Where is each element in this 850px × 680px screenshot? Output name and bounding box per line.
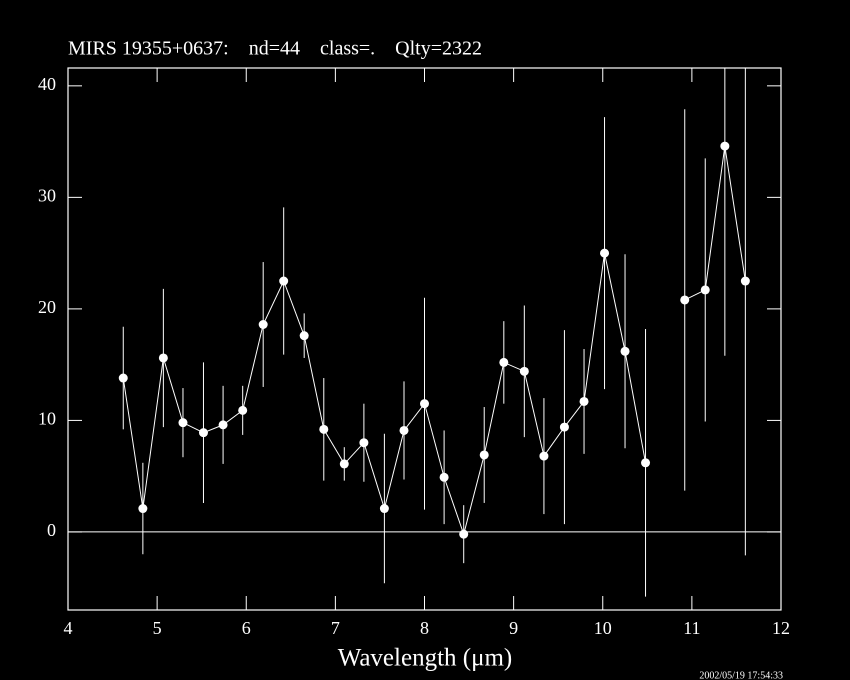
- data-point: [519, 366, 529, 376]
- y-tick-label: 10: [38, 409, 56, 429]
- data-point: [439, 472, 449, 482]
- data-point: [620, 346, 630, 356]
- data-point: [238, 405, 248, 415]
- data-point: [579, 396, 589, 406]
- data-point: [118, 373, 128, 383]
- data-point: [459, 529, 469, 539]
- x-tick-label: 5: [153, 618, 162, 638]
- chart-title: MIRS 19355+0637: nd=44 class=. Qlty=2322: [68, 38, 482, 60]
- x-tick-label: 7: [331, 618, 340, 638]
- x-tick-label: 11: [683, 618, 700, 638]
- data-point: [359, 438, 369, 448]
- data-point: [539, 451, 549, 461]
- data-point: [299, 331, 309, 341]
- data-point: [138, 504, 148, 514]
- data-point: [319, 424, 329, 434]
- data-point: [420, 399, 429, 409]
- data-line: [684, 145, 746, 301]
- data-point: [479, 450, 489, 460]
- timestamp: 2002/05/19 17:54:33: [699, 670, 783, 680]
- y-tick-label: 30: [38, 185, 56, 205]
- data-point: [158, 353, 168, 363]
- data-point: [198, 428, 208, 438]
- data-point: [641, 458, 651, 468]
- data-point: [339, 459, 349, 469]
- data-point: [700, 285, 710, 295]
- data-point: [218, 420, 228, 430]
- data-point: [600, 248, 610, 258]
- data-point: [740, 276, 750, 286]
- x-tick-label: 12: [772, 618, 790, 638]
- x-tick-label: 8: [420, 618, 429, 638]
- x-tick-label: 10: [594, 618, 612, 638]
- data-point: [279, 276, 289, 286]
- data-point: [379, 504, 389, 514]
- y-tick-label: 40: [38, 74, 56, 94]
- data-point: [680, 295, 690, 305]
- data-point: [499, 357, 509, 367]
- data-point: [258, 320, 268, 330]
- y-tick-label: 20: [38, 297, 56, 317]
- x-axis-label: Wavelength (μm): [338, 645, 513, 672]
- y-tick-label: 0: [47, 520, 56, 540]
- x-tick-label: 4: [64, 618, 73, 638]
- x-tick-label: 9: [509, 618, 518, 638]
- data-point: [720, 141, 730, 151]
- x-tick-label: 6: [242, 618, 251, 638]
- data-point: [178, 418, 188, 428]
- data-point: [559, 422, 569, 432]
- plot-area: [118, 68, 750, 597]
- data-point: [399, 425, 409, 435]
